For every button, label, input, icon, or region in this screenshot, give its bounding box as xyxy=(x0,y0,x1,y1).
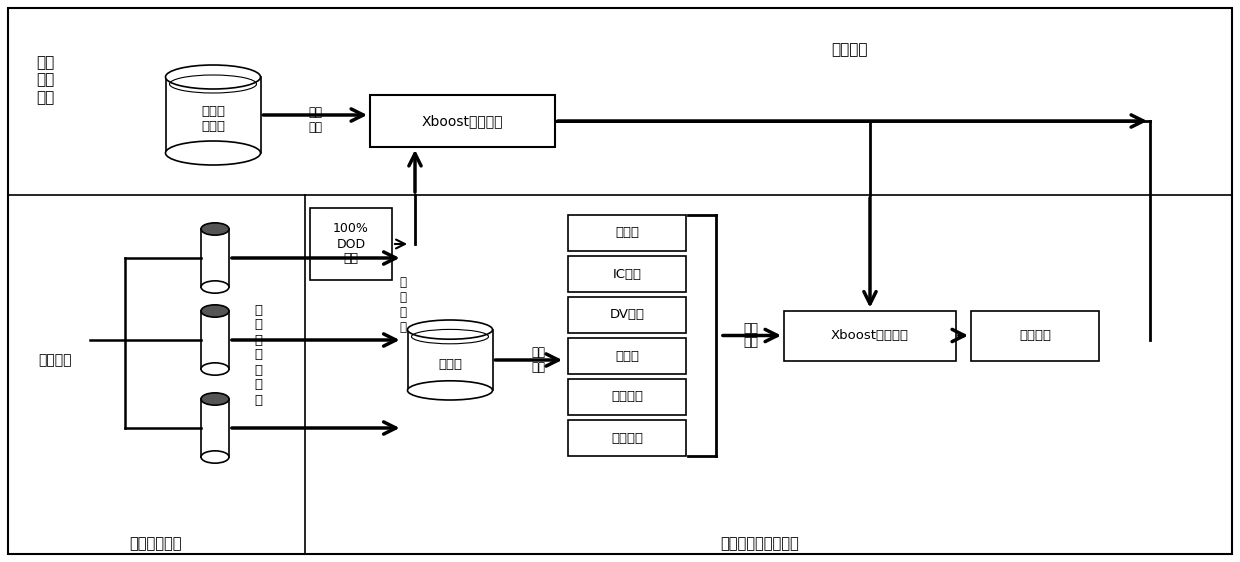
Text: 提取
特征: 提取 特征 xyxy=(531,346,546,374)
Bar xyxy=(201,229,229,287)
Ellipse shape xyxy=(165,141,260,165)
Bar xyxy=(165,77,260,153)
Bar xyxy=(568,215,686,251)
Ellipse shape xyxy=(201,393,229,405)
Text: 历史电
池数据: 历史电 池数据 xyxy=(201,105,224,133)
Text: 离线
训练: 离线 训练 xyxy=(308,106,322,134)
Bar xyxy=(568,297,686,333)
Text: 在线数据采集: 在线数据采集 xyxy=(129,537,181,551)
Text: 数据库: 数据库 xyxy=(438,357,463,370)
Text: 欧姆电阻: 欧姆电阻 xyxy=(611,432,644,445)
Bar xyxy=(201,399,229,457)
Ellipse shape xyxy=(201,363,229,375)
Bar xyxy=(568,338,686,374)
Ellipse shape xyxy=(201,451,229,463)
Bar xyxy=(568,420,686,456)
Text: 100%
DOD
数据: 100% DOD 数据 xyxy=(334,223,370,265)
Bar xyxy=(408,329,492,391)
Text: 电压差: 电压差 xyxy=(615,226,639,239)
Bar xyxy=(568,256,686,292)
Bar xyxy=(370,95,556,147)
Text: Xboost模型训练: Xboost模型训练 xyxy=(422,114,503,128)
Ellipse shape xyxy=(408,320,492,339)
Text: Xboost模型估算: Xboost模型估算 xyxy=(831,329,909,342)
Bar xyxy=(568,379,686,415)
Text: 输入
模型: 输入 模型 xyxy=(744,321,759,350)
Text: 锂电池组: 锂电池组 xyxy=(38,353,72,367)
Text: 在
线
训
练: 在 线 训 练 xyxy=(399,276,407,334)
Bar xyxy=(201,311,229,369)
Ellipse shape xyxy=(408,381,492,400)
Text: 离线
模型
训练: 离线 模型 训练 xyxy=(36,55,55,105)
Ellipse shape xyxy=(201,305,229,317)
Ellipse shape xyxy=(201,281,229,293)
Ellipse shape xyxy=(201,223,229,235)
Text: 循环次数: 循环次数 xyxy=(611,391,644,404)
Bar xyxy=(310,208,392,280)
Bar xyxy=(971,310,1099,360)
Ellipse shape xyxy=(165,65,260,89)
Text: 传
感
器
采
集
数
据: 传 感 器 采 集 数 据 xyxy=(254,303,262,406)
Text: 界面显示: 界面显示 xyxy=(1019,329,1052,342)
Text: 时间差: 时间差 xyxy=(615,350,639,362)
Bar xyxy=(784,310,956,360)
Text: DV坳点: DV坳点 xyxy=(610,309,645,321)
Text: 模型更新: 模型更新 xyxy=(832,43,868,57)
Text: IC峰值: IC峰值 xyxy=(613,268,641,280)
Text: 在线特征提取与估算: 在线特征提取与估算 xyxy=(720,537,800,551)
